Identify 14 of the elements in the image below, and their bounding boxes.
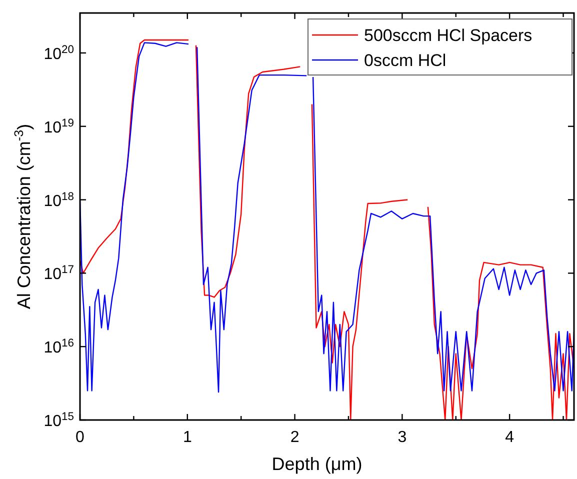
legend-label: 500sccm HCl Spacers (364, 26, 532, 45)
y-tick-label: 10$^{18}$ (44, 190, 74, 210)
y-tick-label: 10$^{16}$ (44, 338, 74, 357)
legend-label: 0sccm HCl (364, 51, 446, 70)
x-tick-label: 2 (290, 429, 300, 446)
y-tick-label: 10$^{20}$ (44, 44, 74, 63)
y-tick-label: 10$^{17}$ (44, 264, 74, 284)
x-tick-label: 1 (182, 429, 192, 446)
y-tick-label: 10$^{15}$ (44, 411, 74, 430)
x-tick-label: 3 (398, 429, 407, 446)
y-tick-label: 10$^{19}$ (44, 117, 74, 136)
x-axis-title: Depth (μm) (272, 454, 362, 474)
x-tick-label: 4 (505, 429, 514, 446)
x-tick-label: 0 (76, 429, 85, 446)
